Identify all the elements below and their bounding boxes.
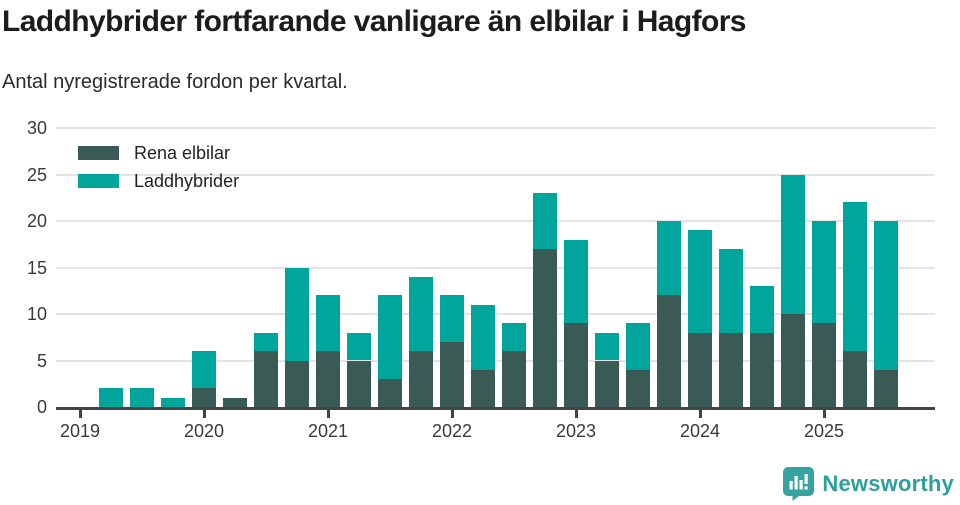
x-axis-tick: [450, 410, 454, 418]
y-axis-tick-label: 25: [26, 164, 47, 185]
newsworthy-logo: Newsworthy: [783, 467, 954, 501]
bar-segment-laddhybrider: [874, 221, 898, 370]
bar-segment-laddhybrider: [843, 202, 867, 352]
bar-segment-laddhybrider: [812, 221, 836, 324]
bar-segment-rena-elbilar: [347, 360, 371, 407]
bar-segment-laddhybrider: [440, 295, 464, 342]
bar-segment-rena-elbilar: [812, 323, 836, 407]
y-axis-tick-label: 20: [26, 211, 47, 231]
bar-segment-laddhybrider: [99, 388, 123, 407]
bar-segment-laddhybrider: [254, 332, 278, 352]
bar-segment-rena-elbilar: [719, 332, 743, 407]
bar-segment-rena-elbilar: [657, 295, 681, 407]
gridline: [56, 266, 935, 269]
bar-segment-rena-elbilar: [316, 351, 340, 407]
x-axis-tick-label: 2022: [431, 421, 473, 441]
gridline: [56, 220, 935, 222]
y-axis-tick-label: 10: [26, 304, 47, 324]
bar-segment-laddhybrider: [626, 323, 650, 370]
x-axis-tick-label: 2020: [183, 421, 225, 441]
x-axis-tick: [698, 410, 702, 418]
bar-segment-laddhybrider: [719, 248, 743, 333]
gridline: [56, 359, 935, 362]
bar-segment-rena-elbilar: [471, 369, 495, 407]
bar-segment-laddhybrider: [564, 239, 588, 324]
bar-segment-rena-elbilar: [843, 351, 867, 407]
brand-name: Newsworthy: [822, 471, 954, 496]
gridline: [56, 127, 935, 129]
x-axis-tick-label: 2024: [679, 421, 721, 441]
bar-segment-laddhybrider: [595, 332, 619, 361]
page-subtitle: Antal nyregistrerade fordon per kvartal.: [2, 71, 348, 93]
bar-segment-rena-elbilar: [564, 323, 588, 407]
bar-segment-rena-elbilar: [750, 332, 774, 407]
y-axis-tick-label: 0: [36, 397, 47, 417]
x-axis-tick-label: 2019: [59, 421, 101, 441]
bar-segment-rena-elbilar: [626, 369, 650, 407]
bar-segment-laddhybrider: [533, 193, 557, 249]
bar-segment-rena-elbilar: [254, 351, 278, 407]
legend-label-laddhybrider: Laddhybrider: [134, 170, 240, 191]
bar-segment-laddhybrider: [347, 332, 371, 361]
legend-swatch-laddhybrider: [78, 174, 119, 188]
legend-swatch-rena-elbilar: [78, 146, 119, 160]
bar-chart-speech-bubble-icon: [783, 467, 815, 501]
x-axis-tick-label: 2023: [555, 421, 597, 441]
bar-segment-rena-elbilar: [440, 341, 464, 407]
x-axis-tick: [202, 410, 206, 418]
bar-segment-laddhybrider: [130, 388, 154, 407]
bar-segment-rena-elbilar: [502, 351, 526, 407]
bar-segment-rena-elbilar: [781, 314, 805, 407]
bar-segment-rena-elbilar: [533, 248, 557, 407]
x-axis-line: [56, 407, 935, 410]
bar-segment-laddhybrider: [316, 295, 340, 352]
x-axis-tick: [574, 410, 578, 418]
y-axis-tick-label: 5: [36, 350, 47, 371]
bar-segment-rena-elbilar: [378, 379, 402, 407]
bar-segment-rena-elbilar: [688, 332, 712, 407]
bar-segment-rena-elbilar: [874, 369, 898, 407]
x-axis-tick-label: 2025: [803, 421, 845, 441]
legend-label-rena-elbilar: Rena elbilar: [134, 142, 231, 163]
bar-segment-laddhybrider: [285, 267, 309, 361]
bar-segment-laddhybrider: [502, 323, 526, 352]
bar-segment-rena-elbilar: [192, 388, 216, 407]
legend-item-laddhybrider: Laddhybrider: [78, 171, 239, 191]
legend-item-rena-elbilar: Rena elbilar: [78, 143, 239, 163]
gridline: [56, 173, 935, 176]
bar-segment-laddhybrider: [409, 276, 433, 352]
bar-segment-laddhybrider: [471, 304, 495, 370]
x-axis-tick: [78, 410, 82, 418]
bar-segment-laddhybrider: [750, 286, 774, 333]
x-axis-tick: [326, 410, 330, 418]
bar-segment-laddhybrider: [781, 174, 805, 314]
gridline: [56, 313, 935, 315]
x-axis-tick-label: 2021: [307, 421, 349, 441]
y-axis-tick-label: 30: [26, 118, 47, 138]
x-axis-tick: [822, 410, 826, 418]
bar-segment-laddhybrider: [657, 221, 681, 296]
legend: Rena elbilar Laddhybrider: [78, 143, 239, 191]
bar-segment-rena-elbilar: [223, 397, 247, 407]
bar-segment-rena-elbilar: [285, 360, 309, 407]
bar-segment-laddhybrider: [161, 397, 185, 407]
bar-segment-rena-elbilar: [409, 351, 433, 407]
y-axis-tick-label: 15: [26, 257, 47, 278]
bar-segment-rena-elbilar: [595, 360, 619, 407]
bar-segment-laddhybrider: [192, 351, 216, 389]
bar-segment-laddhybrider: [378, 295, 402, 380]
bar-segment-laddhybrider: [688, 230, 712, 333]
page-title: Laddhybrider fortfarande vanligare än el…: [2, 5, 746, 38]
